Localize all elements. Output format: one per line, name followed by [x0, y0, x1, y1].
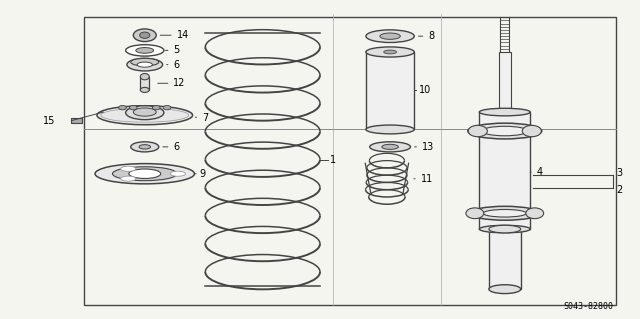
Bar: [366, 52, 414, 130]
Bar: [499, 52, 511, 112]
Text: 4: 4: [531, 167, 543, 177]
Text: 5: 5: [165, 45, 180, 56]
Ellipse shape: [140, 32, 150, 38]
Ellipse shape: [127, 58, 163, 71]
Ellipse shape: [140, 87, 149, 93]
Ellipse shape: [129, 105, 137, 110]
Ellipse shape: [522, 125, 541, 137]
Bar: [479, 112, 531, 229]
Ellipse shape: [370, 142, 410, 152]
Ellipse shape: [479, 225, 531, 233]
Ellipse shape: [366, 30, 414, 42]
Text: 7: 7: [195, 113, 209, 123]
Ellipse shape: [139, 145, 150, 149]
Ellipse shape: [526, 208, 543, 219]
Ellipse shape: [129, 169, 161, 178]
Ellipse shape: [131, 58, 159, 66]
Ellipse shape: [113, 167, 177, 181]
Ellipse shape: [97, 106, 193, 125]
Ellipse shape: [152, 105, 160, 110]
Ellipse shape: [125, 45, 164, 56]
Text: 9: 9: [195, 169, 205, 179]
Ellipse shape: [118, 105, 126, 110]
Bar: [84, 17, 616, 305]
Ellipse shape: [366, 47, 414, 57]
Text: 14: 14: [160, 30, 189, 40]
Ellipse shape: [120, 166, 136, 171]
Text: 10: 10: [419, 85, 431, 95]
Text: 2: 2: [616, 185, 623, 196]
Ellipse shape: [136, 48, 154, 53]
Ellipse shape: [120, 176, 136, 181]
Text: 6: 6: [166, 60, 180, 70]
Ellipse shape: [479, 108, 531, 116]
Ellipse shape: [489, 285, 521, 293]
Bar: [140, 77, 149, 90]
Ellipse shape: [382, 144, 398, 149]
Ellipse shape: [468, 123, 541, 139]
Text: 12: 12: [157, 78, 186, 88]
Text: 1: 1: [330, 154, 336, 165]
Ellipse shape: [95, 164, 195, 184]
Ellipse shape: [468, 125, 487, 137]
Ellipse shape: [366, 125, 414, 134]
Ellipse shape: [131, 142, 159, 152]
Ellipse shape: [466, 208, 484, 219]
Ellipse shape: [170, 171, 186, 176]
Text: 6: 6: [163, 142, 180, 152]
Text: S043-82800: S043-82800: [563, 302, 613, 311]
Ellipse shape: [483, 210, 527, 217]
Ellipse shape: [470, 206, 540, 220]
Bar: [489, 229, 521, 289]
Text: 8: 8: [419, 31, 435, 41]
Ellipse shape: [133, 108, 156, 116]
Ellipse shape: [140, 73, 149, 80]
Ellipse shape: [384, 50, 396, 54]
Ellipse shape: [137, 62, 152, 67]
Ellipse shape: [489, 225, 521, 233]
Text: 13: 13: [415, 142, 434, 152]
Text: 15: 15: [43, 115, 56, 126]
Text: 11: 11: [414, 174, 433, 184]
Bar: [72, 118, 82, 123]
Ellipse shape: [482, 126, 528, 136]
Ellipse shape: [380, 33, 400, 39]
Ellipse shape: [133, 29, 156, 41]
Ellipse shape: [125, 106, 164, 120]
Ellipse shape: [163, 105, 171, 110]
Text: 3: 3: [616, 168, 623, 178]
